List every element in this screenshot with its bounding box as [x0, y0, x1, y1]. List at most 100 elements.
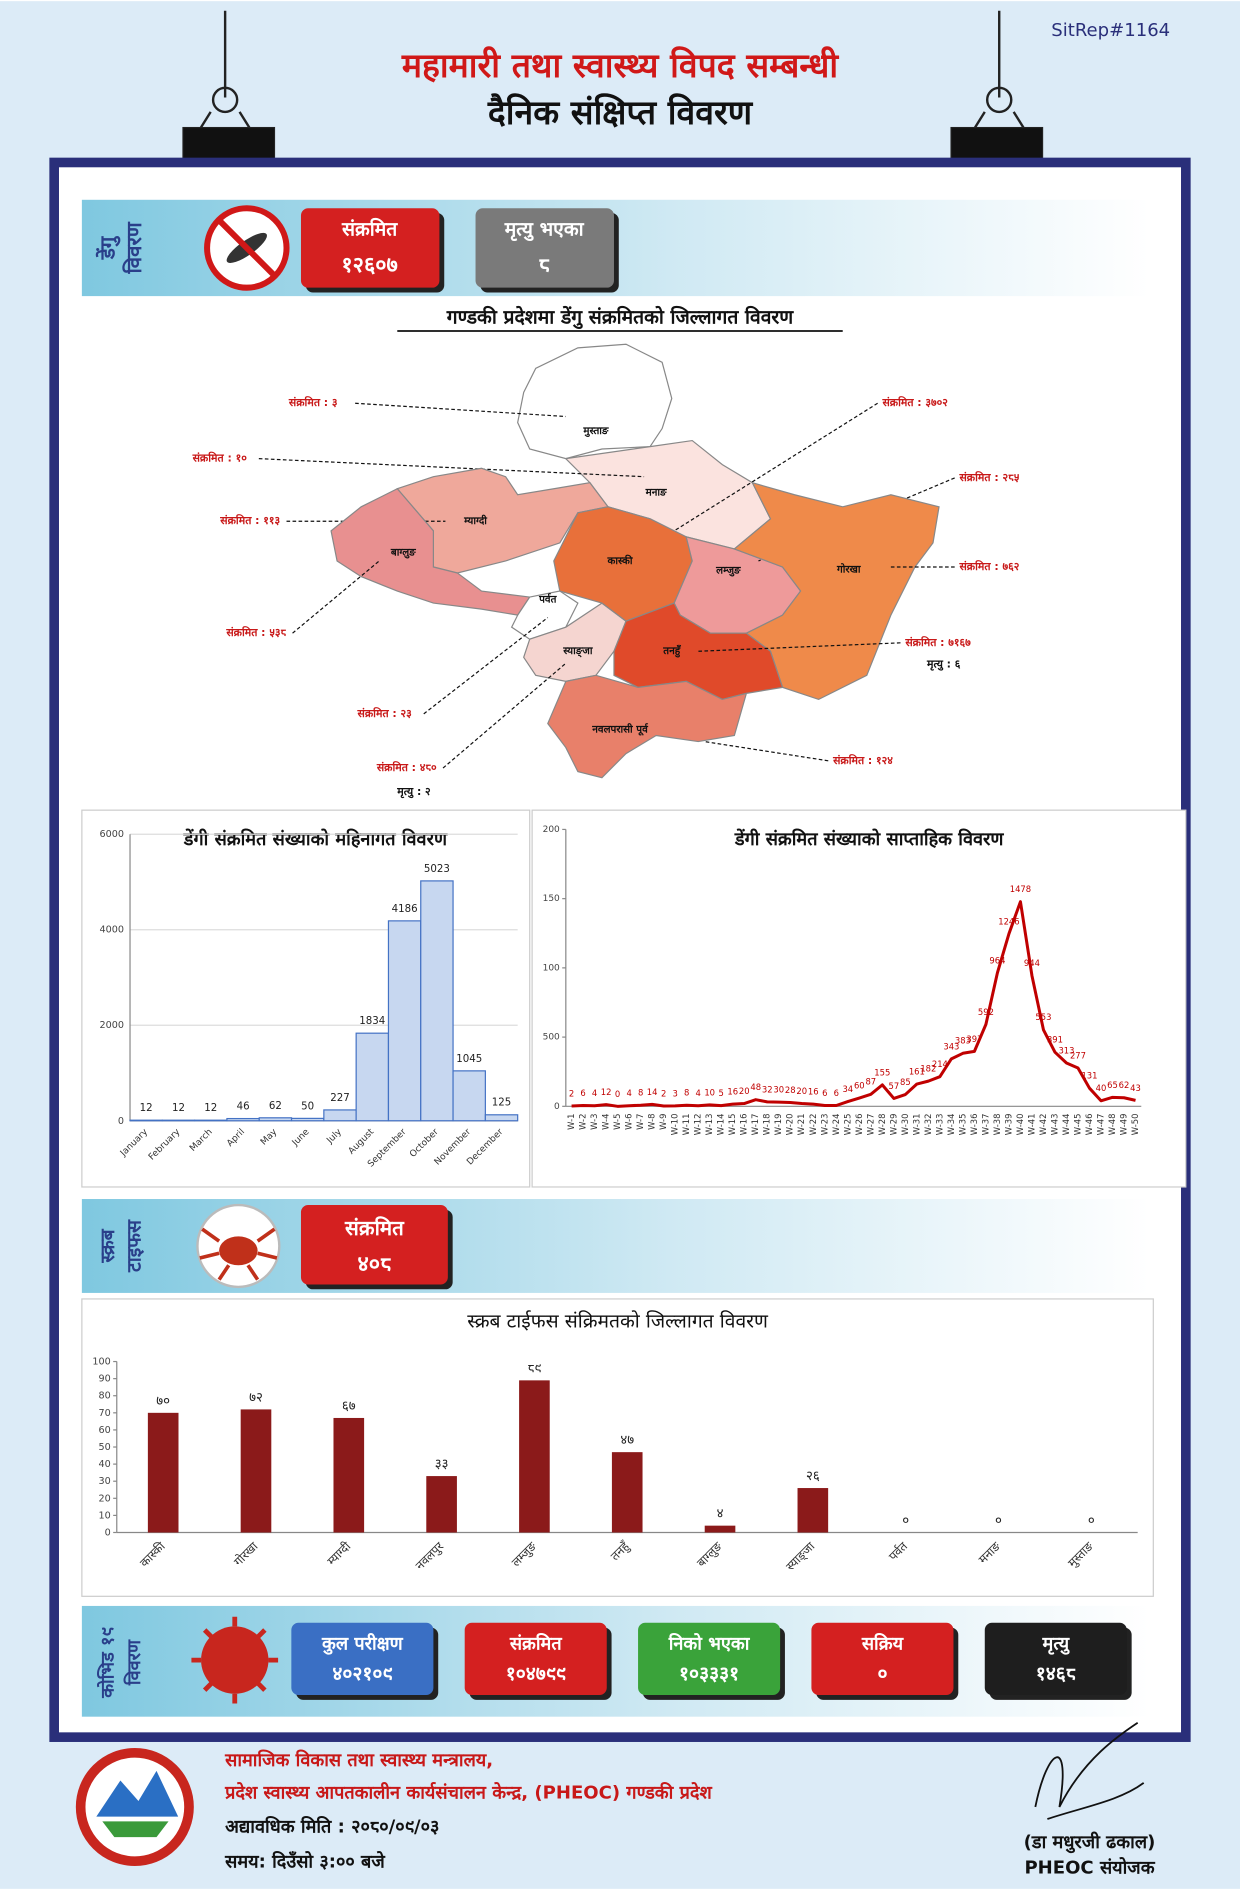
mite-icon — [196, 1203, 281, 1289]
x-tick-label: W-7 — [635, 1114, 645, 1130]
value-label: 6 — [834, 1088, 839, 1098]
district-name: नवलपरासी पूर्व — [591, 723, 649, 737]
box-label: सक्रिय — [861, 1632, 905, 1654]
x-tick-label: W-36 — [969, 1114, 979, 1136]
box-value: ४०२१०९ — [332, 1662, 392, 1685]
y-tick-label: 40 — [99, 1459, 111, 1470]
side-label: स्क्रब — [96, 1228, 119, 1263]
district-name: मनाङ — [645, 487, 667, 498]
value-label: ४७ — [620, 1433, 634, 1448]
value-label: 12 — [172, 1103, 185, 1114]
x-tick-label: W-26 — [854, 1114, 864, 1136]
bar — [333, 1417, 365, 1533]
value-label: 48 — [750, 1082, 761, 1092]
district-infected: संक्रमित : ३७०२ — [881, 396, 948, 409]
side-label: कोभिड १९ — [96, 1627, 118, 1699]
district-shape — [517, 343, 673, 460]
value-label: 1834 — [359, 1016, 385, 1027]
x-tick-label: W-2 — [578, 1114, 588, 1130]
value-label: 182 — [920, 1064, 936, 1074]
y-tick-label: 0 — [105, 1527, 111, 1538]
box-value: १२६०७ — [341, 253, 397, 278]
covid-box — [984, 1622, 1127, 1696]
x-tick-label: W-43 — [1049, 1114, 1059, 1136]
leader-line — [258, 458, 645, 478]
district-name: मुस्ताङ — [582, 426, 609, 437]
district-infected: संक्रमित : १० — [192, 452, 248, 465]
value-label: 2 — [569, 1089, 574, 1099]
value-label: ० — [902, 1513, 909, 1528]
value-label: 46 — [237, 1102, 250, 1113]
dengue-side-label: डेंगु विवरण — [95, 221, 145, 274]
y-tick-label: 50 — [99, 1442, 111, 1453]
district-infected: संक्रमित : ११३ — [219, 514, 280, 527]
y-tick-label: 0 — [118, 1116, 124, 1127]
x-tick-label: W-12 — [693, 1114, 703, 1136]
value-label: २६ — [806, 1469, 820, 1484]
value-label: 62 — [1119, 1080, 1130, 1090]
value-label: 20 — [739, 1086, 750, 1096]
value-label: 4 — [696, 1088, 701, 1098]
value-label: ६७ — [342, 1399, 356, 1414]
value-label: 0 — [615, 1089, 620, 1099]
x-tick-label: W-45 — [1072, 1114, 1082, 1136]
value-label: 964 — [989, 955, 1005, 965]
value-label: 553 — [1035, 1012, 1051, 1022]
value-label: 5 — [719, 1088, 724, 1098]
box-label: निको भएका — [668, 1632, 751, 1654]
weekly-panel — [531, 809, 1187, 1188]
footer-signer: (डा मधुरजी ढकाल) — [1024, 1831, 1156, 1854]
district-name: पर्वत — [538, 592, 557, 605]
x-tick-label: W-49 — [1119, 1114, 1129, 1136]
y-tick-label: 150 — [543, 894, 560, 904]
x-tick-label: W-23 — [819, 1114, 829, 1136]
value-label: ७० — [156, 1394, 170, 1409]
value-label: 944 — [1024, 958, 1040, 968]
bar — [161, 1119, 196, 1122]
x-tick-label: W-8 — [647, 1114, 657, 1130]
district-infected: संक्रमित : ७६२ — [958, 560, 1019, 573]
x-tick-label: W-16 — [739, 1114, 749, 1136]
value-label: 65 — [1107, 1080, 1118, 1090]
virus-icon — [191, 1616, 279, 1704]
district-name: स्याङ्जा — [562, 646, 594, 657]
value-label: 4 — [592, 1088, 597, 1098]
value-label: 12 — [601, 1087, 612, 1097]
y-tick-label: 80 — [99, 1391, 111, 1402]
chart-title: डेंगी संक्रमित संख्याको महिनागत विवरण — [183, 828, 448, 850]
x-tick-label: W-32 — [923, 1114, 933, 1136]
value-label: 62 — [269, 1101, 282, 1112]
side-label: विवरण — [122, 221, 146, 274]
district-infected: संक्रमित : ४८० — [376, 761, 437, 774]
leader-line — [698, 642, 901, 652]
leader-line — [442, 662, 567, 769]
x-tick-label: W-39 — [1003, 1114, 1013, 1136]
y-tick-label: 70 — [99, 1408, 111, 1419]
value-label: 391 — [1047, 1035, 1063, 1045]
scrub-infected-box — [300, 1205, 448, 1285]
footer-ministry: सामाजिक विकास तथा स्वास्थ्य मन्त्रालय, — [224, 1749, 493, 1771]
value-label: 87 — [865, 1077, 876, 1087]
x-tick-label: W-9 — [658, 1114, 668, 1130]
value-label: 32 — [762, 1084, 773, 1094]
x-tick-label: W-25 — [842, 1114, 852, 1136]
x-tick-label: W-48 — [1107, 1114, 1117, 1136]
district-name: लम्जुङ — [715, 566, 741, 577]
x-tick-label: W-33 — [934, 1114, 944, 1136]
x-tick-label: W-10 — [670, 1114, 680, 1136]
x-tick-label: W-24 — [831, 1114, 841, 1136]
emblem — [75, 1747, 194, 1866]
value-label: 214 — [932, 1059, 948, 1069]
bar — [355, 1032, 390, 1122]
monthly-panel — [81, 809, 531, 1188]
value-label: 40 — [1096, 1083, 1107, 1093]
side-label: टाइफस — [122, 1219, 145, 1273]
x-tick-label: W-31 — [911, 1114, 921, 1136]
leader-line — [704, 740, 829, 762]
side-label: विवरण — [123, 1639, 145, 1686]
value-label: 34 — [842, 1084, 853, 1094]
x-tick-label: W-46 — [1084, 1114, 1094, 1136]
box-value: ८ — [539, 253, 550, 278]
value-label: 343 — [943, 1041, 959, 1051]
